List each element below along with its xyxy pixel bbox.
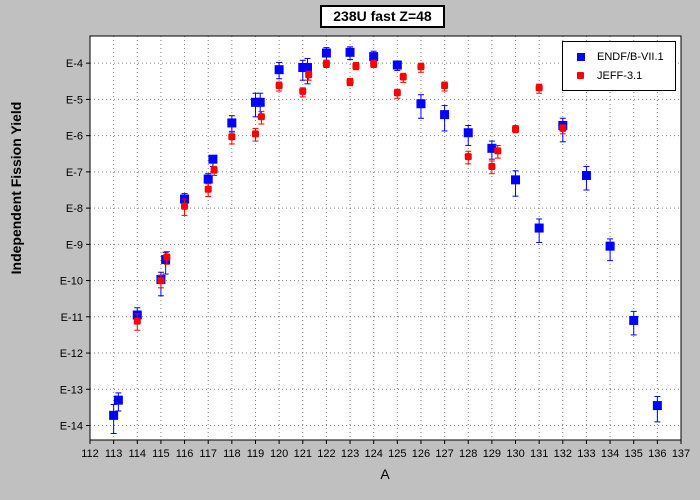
x-tick-label: 129 bbox=[483, 448, 501, 460]
data-point-jeff bbox=[299, 87, 307, 95]
data-point-jeff bbox=[399, 73, 407, 81]
x-tick-label: 123 bbox=[341, 448, 359, 460]
data-point-endf bbox=[113, 395, 123, 405]
data-point-endf bbox=[605, 241, 615, 251]
data-point-jeff bbox=[133, 317, 141, 325]
data-point-jeff bbox=[494, 147, 502, 155]
data-point-endf bbox=[302, 63, 312, 73]
data-point-endf bbox=[109, 410, 119, 420]
data-point-endf bbox=[581, 170, 591, 180]
data-point-jeff bbox=[157, 277, 165, 285]
x-tick-label: 122 bbox=[317, 448, 335, 460]
data-point-endf bbox=[463, 128, 473, 138]
x-tick-label: 114 bbox=[129, 448, 147, 460]
y-tick-label: E-6 bbox=[66, 131, 83, 143]
data-point-jeff bbox=[535, 84, 543, 92]
x-tick-label: 127 bbox=[435, 448, 453, 460]
data-point-jeff bbox=[257, 113, 265, 121]
plot-area bbox=[90, 36, 681, 440]
data-point-jeff bbox=[305, 71, 313, 79]
y-tick-label: E-12 bbox=[60, 348, 83, 360]
data-point-endf bbox=[274, 65, 284, 75]
data-point-jeff bbox=[512, 125, 520, 133]
data-point-jeff bbox=[163, 253, 171, 261]
data-point-jeff bbox=[251, 130, 259, 138]
y-tick-label: E-7 bbox=[66, 167, 83, 179]
x-tick-label: 119 bbox=[247, 448, 265, 460]
y-axis-label: Independent Fission Yield bbox=[8, 101, 24, 275]
data-point-jeff bbox=[204, 185, 212, 193]
data-point-endf bbox=[255, 97, 265, 107]
data-point-endf bbox=[652, 401, 662, 411]
data-point-endf bbox=[487, 143, 497, 153]
legend: ENDF/B-VII.1 JEFF-3.1 bbox=[562, 41, 676, 91]
data-point-jeff bbox=[275, 82, 283, 90]
x-tick-label: 133 bbox=[577, 448, 595, 460]
y-tick-label: E-5 bbox=[66, 94, 83, 106]
x-tick-label: 134 bbox=[601, 448, 619, 460]
legend-label-endf: ENDF/B-VII.1 bbox=[597, 51, 664, 63]
data-point-jeff bbox=[181, 202, 189, 210]
y-tick-label: E-10 bbox=[60, 276, 83, 288]
chart-title: 238U fast Z=48 bbox=[320, 5, 445, 28]
data-point-endf bbox=[629, 315, 639, 325]
data-point-jeff bbox=[322, 60, 330, 68]
y-tick-label: E-8 bbox=[66, 203, 83, 215]
y-tick-label: E-11 bbox=[61, 312, 83, 324]
x-tick-label: 115 bbox=[152, 448, 170, 460]
x-tick-label: 132 bbox=[554, 448, 572, 460]
data-point-endf bbox=[534, 223, 544, 233]
y-tick-label: E-4 bbox=[66, 58, 83, 70]
x-tick-label: 121 bbox=[294, 448, 312, 460]
y-tick-label: E-14 bbox=[60, 421, 83, 433]
x-tick-label: 126 bbox=[412, 448, 430, 460]
legend-swatch-jeff bbox=[577, 72, 584, 79]
legend-swatch-endf bbox=[577, 53, 585, 61]
x-tick-label: 112 bbox=[81, 448, 99, 460]
y-tick-label: E-9 bbox=[66, 239, 83, 251]
y-tick-label: E-13 bbox=[60, 384, 83, 396]
data-point-endf bbox=[203, 174, 213, 184]
x-tick-label: 124 bbox=[365, 448, 383, 460]
data-point-endf bbox=[321, 48, 331, 58]
data-point-endf bbox=[369, 52, 379, 62]
x-tick-label: 130 bbox=[506, 448, 524, 460]
data-point-jeff bbox=[417, 63, 425, 71]
data-point-endf bbox=[440, 110, 450, 120]
x-tick-label: 113 bbox=[105, 448, 123, 460]
x-tick-label: 118 bbox=[223, 448, 241, 460]
x-axis-label: A bbox=[380, 466, 390, 482]
data-point-jeff bbox=[559, 124, 567, 132]
data-point-jeff bbox=[346, 78, 354, 86]
x-tick-label: 137 bbox=[672, 448, 690, 460]
data-point-jeff bbox=[370, 60, 378, 68]
data-point-jeff bbox=[393, 89, 401, 97]
legend-label-jeff: JEFF-3.1 bbox=[597, 70, 643, 82]
x-tick-label: 120 bbox=[270, 448, 288, 460]
x-tick-label: 131 bbox=[530, 448, 548, 460]
data-point-endf bbox=[345, 47, 355, 57]
data-point-jeff bbox=[488, 162, 496, 170]
x-tick-label: 135 bbox=[625, 448, 643, 460]
x-tick-label: 117 bbox=[199, 448, 217, 460]
data-point-jeff bbox=[228, 133, 236, 141]
data-point-endf bbox=[392, 60, 402, 70]
data-point-jeff bbox=[210, 166, 218, 174]
data-point-jeff bbox=[352, 62, 360, 70]
data-point-endf bbox=[511, 175, 521, 185]
data-point-endf bbox=[227, 118, 237, 128]
plot-frame bbox=[89, 35, 682, 441]
x-tick-label: 116 bbox=[176, 448, 194, 460]
x-tick-label: 136 bbox=[648, 448, 666, 460]
data-point-jeff bbox=[464, 153, 472, 161]
x-tick-label: 125 bbox=[388, 448, 406, 460]
data-point-jeff bbox=[441, 82, 449, 90]
x-tick-label: 128 bbox=[459, 448, 477, 460]
data-point-endf bbox=[250, 97, 260, 107]
data-point-endf bbox=[416, 99, 426, 109]
data-point-endf bbox=[208, 154, 218, 164]
data-point-endf bbox=[298, 63, 308, 73]
